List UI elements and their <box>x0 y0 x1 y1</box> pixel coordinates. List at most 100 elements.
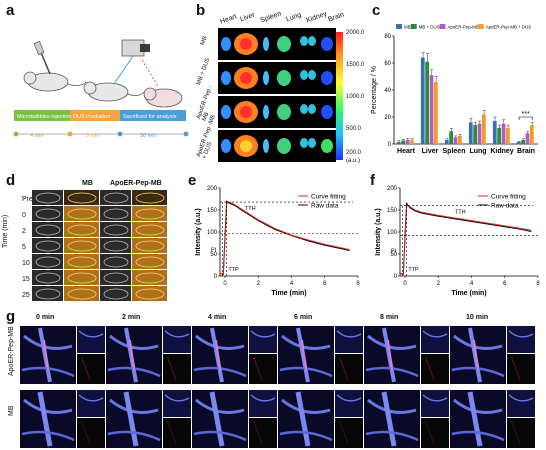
d-header-mb: MB <box>82 180 93 187</box>
step-bar-sacrificed <box>120 110 186 121</box>
ytick-label: 200 <box>387 186 398 192</box>
timeline-dot <box>13 131 19 137</box>
panel-label-b: b <box>196 2 206 19</box>
g-vessel <box>367 334 417 350</box>
c-category-label: Brain <box>517 148 535 155</box>
organ-kidney <box>308 138 316 148</box>
organ-brain <box>321 71 333 85</box>
d-frame-contour <box>67 224 97 236</box>
d-frame-contour <box>67 192 97 204</box>
duration-4min: 4 min <box>30 133 43 139</box>
organ-liver-hot <box>240 140 252 152</box>
d-frame-contour <box>35 224 61 236</box>
d-frame-contour <box>103 272 129 284</box>
g-inset-blue <box>249 390 277 417</box>
c-category-label: Kidney <box>490 148 513 155</box>
d-frame-contour <box>103 192 129 204</box>
g-leak-highlight <box>43 339 49 371</box>
ytick-label: 150 <box>387 208 398 214</box>
c-legend-swatch <box>396 24 402 29</box>
d-axis-label: Time (min) <box>2 214 9 248</box>
c-legend-label: ApoER-Pep-MB + DUS <box>486 25 532 30</box>
organ-spleen <box>263 105 269 119</box>
organ-kidney <box>300 138 308 148</box>
c-bar <box>405 139 410 144</box>
c-ytick: 20 <box>384 115 391 121</box>
ytick-label: 100 <box>207 230 218 236</box>
c-bar <box>420 57 425 144</box>
panel-label-g: g <box>6 308 16 325</box>
organ-kidney <box>308 36 316 46</box>
g-time-label: 10 min <box>466 314 489 321</box>
d-frame-contour <box>103 224 129 236</box>
g-inset-red <box>249 354 277 384</box>
annotation-pi: PI <box>211 247 217 253</box>
g-inset-red <box>163 418 191 448</box>
panel-label-f: f <box>370 172 375 189</box>
g-vessel <box>107 430 161 442</box>
g-inset-red <box>335 418 363 448</box>
panel-label-e: e <box>188 172 197 189</box>
col-liver: Liver <box>239 11 256 24</box>
c-bar <box>429 75 434 144</box>
col-heart: Heart <box>219 13 238 26</box>
mouse-dus-icon <box>83 39 150 102</box>
c-legend-label: ApoER-Pep-MB <box>448 25 479 30</box>
c-bar <box>492 121 497 144</box>
g-vessel <box>109 398 159 414</box>
c-bar <box>425 61 430 144</box>
d-frame-contour <box>135 224 165 236</box>
organ-liver-hot <box>240 106 252 118</box>
g-vessel <box>467 391 483 447</box>
d-row-label: 25 <box>22 292 30 299</box>
d-header-apoer: ApoER-Pep-MB <box>110 180 162 187</box>
xtick-label: 8 <box>356 281 360 287</box>
g-vessel <box>23 334 73 350</box>
c-bar <box>529 125 534 144</box>
c-ytick: 40 <box>384 88 391 94</box>
g-vessel <box>381 391 397 447</box>
c-legend-label: MB + DUS <box>419 25 440 30</box>
g-vessel <box>109 334 159 350</box>
organ-heart <box>221 71 231 85</box>
c-bar <box>505 127 510 144</box>
organ-heart <box>221 105 231 119</box>
xtick-label: 0 <box>223 281 227 287</box>
g-vessel <box>295 391 311 447</box>
c-bar <box>453 137 458 144</box>
d-frame-contour <box>135 272 165 284</box>
c-legend-label: MB <box>404 25 411 30</box>
organ-spleen <box>263 37 269 51</box>
timeline-dot <box>183 131 189 137</box>
col-kidney: Kidney <box>305 10 328 25</box>
g-inset-red <box>335 354 363 384</box>
chart-e-intensity: 0 50 100 150 200 0 2 4 6 8 Time (min) Intensity (a.… <box>195 186 360 297</box>
step-text-injection: Microbubbles injection <box>17 114 71 120</box>
g-inset-red <box>421 418 449 448</box>
series-line <box>399 201 532 275</box>
d-frame-contour <box>67 256 97 268</box>
col-lung: Lung <box>285 11 303 24</box>
organ-brain <box>321 37 333 51</box>
d-frame-contour <box>135 288 165 300</box>
d-frame-contour <box>35 192 61 204</box>
c-sig-bracket <box>518 116 533 120</box>
d-frame-contour <box>135 208 165 220</box>
series-line <box>219 200 350 275</box>
d-frame-contour <box>103 208 129 220</box>
ytick-label: 100 <box>387 230 398 236</box>
c-legend-swatch <box>439 24 446 29</box>
c-bar <box>409 139 414 144</box>
d-frame-contour <box>67 240 97 252</box>
g-leak-highlight <box>301 339 307 371</box>
g-row-label-apoer: ApoER-Pep-MB <box>8 326 15 376</box>
scale-tick-500: 500.0 <box>346 126 362 132</box>
d-row-label: 15 <box>22 276 30 283</box>
step-bar-dus <box>70 110 120 121</box>
organ-kidney <box>308 70 316 80</box>
xlabel: Time (min) <box>271 290 306 297</box>
legend-label: Curve fitting <box>491 194 526 201</box>
g-inset-red <box>421 354 449 384</box>
g-inset-red <box>249 418 277 448</box>
g-vessel <box>123 391 139 447</box>
